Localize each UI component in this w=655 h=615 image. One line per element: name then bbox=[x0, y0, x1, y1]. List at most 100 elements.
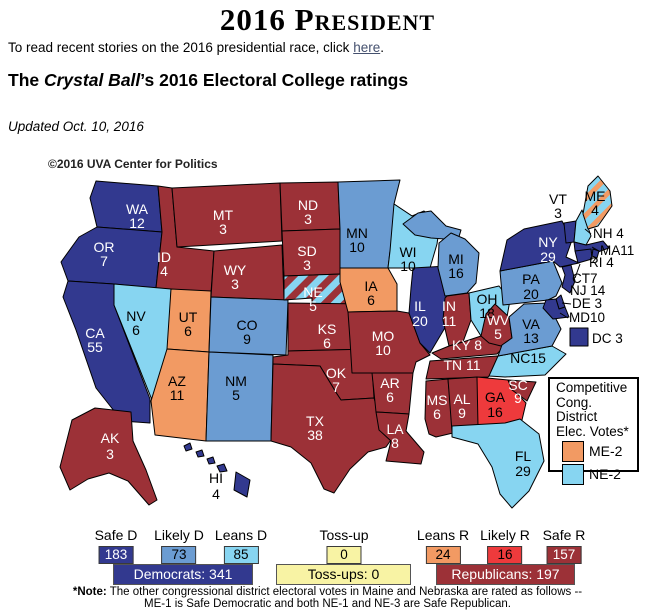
state-HI-island-4 bbox=[216, 463, 228, 473]
state-label-SD: SD 3 bbox=[297, 243, 316, 273]
state-label-GA: GA 16 bbox=[485, 389, 506, 420]
state-AK bbox=[59, 407, 158, 506]
corridor-label-ma: MA11 bbox=[600, 243, 634, 258]
state-label-MO: MO 10 bbox=[372, 328, 395, 358]
state-NY bbox=[499, 220, 580, 272]
legend-leans-d: Leans D 85 bbox=[215, 527, 267, 564]
corridor-label-ct: CT7 bbox=[572, 271, 598, 286]
state-label-ME: ME 4 bbox=[585, 188, 606, 218]
state-CT bbox=[574, 248, 593, 264]
state-label-SC: SC 9 bbox=[508, 377, 527, 406]
state-label-MT: MT 3 bbox=[213, 207, 234, 237]
footnote-line1: *Note: The other congressional district … bbox=[0, 586, 655, 599]
corridor-label-nj: NJ 14 bbox=[570, 283, 606, 298]
state-label-AR: AR 6 bbox=[380, 375, 399, 405]
footnote: *Note: The other congressional district … bbox=[0, 586, 655, 610]
legend-leans-r-label: Leans R bbox=[416, 527, 470, 543]
leader-ct bbox=[574, 263, 581, 279]
legend-tossup-value: 0 bbox=[326, 546, 362, 564]
state-label-NE: NE 5 bbox=[303, 284, 322, 314]
state-label-UT: UT 6 bbox=[179, 309, 198, 339]
state-MI bbox=[437, 232, 480, 297]
intro-prefix: To read recent stories on the 2016 presi… bbox=[8, 40, 354, 55]
legend-likely-r: Likely R 16 bbox=[480, 527, 530, 564]
state-OR bbox=[60, 226, 163, 289]
state-AZ bbox=[150, 348, 210, 442]
page-title: 2016 President bbox=[219, 2, 436, 37]
leader-ri bbox=[591, 257, 597, 264]
competitive-district-box: Competitive Cong. District Elec. Votes* … bbox=[548, 377, 639, 485]
state-MI-upper bbox=[402, 210, 462, 241]
corridor-label-dc: DC 3 bbox=[592, 331, 623, 346]
republicans-total-bar: Republicans: 197 bbox=[436, 564, 575, 585]
legend-likely-r-label: Likely R bbox=[480, 527, 530, 543]
state-ME bbox=[582, 175, 613, 230]
compbox-title-line3: Elec. Votes* bbox=[556, 423, 629, 439]
ne2-swatch bbox=[562, 464, 584, 485]
legend-safe-r: Safe R 157 bbox=[542, 527, 586, 564]
legend-safe-d-value: 183 bbox=[98, 546, 134, 564]
intro-suffix: . bbox=[380, 40, 384, 55]
heading-suffix: ’s 2016 Electoral College ratings bbox=[140, 70, 409, 90]
state-label-IA: IA 6 bbox=[364, 278, 378, 308]
state-label-ND: ND 3 bbox=[298, 197, 318, 227]
state-label-NY: NY 29 bbox=[538, 234, 558, 265]
leader-ma bbox=[591, 246, 600, 252]
state-FL bbox=[451, 418, 545, 509]
state-label-TX: TX 38 bbox=[306, 413, 325, 443]
corridor-label-md: MD10 bbox=[569, 310, 605, 325]
me2-label: ME-2 bbox=[589, 443, 623, 460]
state-label-AZ: AZ 11 bbox=[168, 373, 186, 403]
state-label-OK: OK 7 bbox=[326, 365, 347, 395]
state-label-ID: ID 4 bbox=[157, 249, 171, 279]
corridor-label-de: DE 3 bbox=[572, 296, 602, 311]
state-label-WY: WY 3 bbox=[224, 262, 247, 292]
tossups-total-bar: Toss-ups: 0 bbox=[276, 564, 411, 585]
state-label-IL: IL 20 bbox=[412, 298, 428, 329]
footnote-line1-text: The other congressional district elector… bbox=[106, 586, 583, 598]
leader-md bbox=[559, 312, 569, 319]
state-HI-island-3 bbox=[206, 456, 216, 465]
map-attribution: ©2016 UVA Center for Politics bbox=[48, 157, 218, 171]
state-MO bbox=[347, 310, 431, 374]
state-label-FL: FL 29 bbox=[515, 448, 532, 479]
state-label-NV: NV 6 bbox=[126, 308, 146, 338]
state-label-AL: AL 9 bbox=[453, 391, 470, 421]
state-label-WV: WV 5 bbox=[487, 312, 510, 342]
state-label-VT: VT 3 bbox=[549, 191, 567, 221]
here-link[interactable]: here bbox=[353, 40, 381, 55]
intro-text: To read recent stories on the 2016 presi… bbox=[8, 40, 384, 55]
updated-date: Updated Oct. 10, 2016 bbox=[8, 119, 144, 134]
state-label-MS: MS 6 bbox=[427, 392, 448, 422]
us-electoral-map: WA 12 OR 7 CA 55 ID 4 NV 6 UT 6 AZ 11 MT 3 WY 3 C… bbox=[59, 175, 634, 509]
legend-safe-d-label: Safe D bbox=[94, 527, 138, 543]
state-HI-island-5 bbox=[233, 471, 251, 498]
legend-safe-r-label: Safe R bbox=[542, 527, 586, 543]
state-label-CA: CA 55 bbox=[85, 325, 105, 355]
state-label-CO: CO 9 bbox=[237, 317, 258, 347]
state-label-LA: LA 8 bbox=[386, 421, 404, 451]
state-label-HI: HI 4 bbox=[209, 470, 223, 502]
footnote-line2: ME-1 is Safe Democratic and both NE-1 an… bbox=[144, 597, 511, 610]
me2-swatch bbox=[562, 441, 584, 462]
legend-leans-r-value: 24 bbox=[425, 546, 461, 564]
state-label-VA: VA 13 bbox=[522, 316, 540, 346]
legend-leans-r: Leans R 24 bbox=[417, 527, 469, 564]
section-heading: The Crystal Ball’s 2016 Electoral Colleg… bbox=[8, 70, 408, 91]
state-LA bbox=[375, 411, 425, 465]
legend-likely-r-value: 16 bbox=[487, 546, 523, 564]
legend-likely-d-label: Likely D bbox=[154, 527, 204, 543]
legend-likely-d: Likely D 73 bbox=[154, 527, 204, 564]
state-label-KS: KS 6 bbox=[318, 321, 337, 351]
legend-safe-d: Safe D 183 bbox=[94, 527, 138, 564]
corridor-label-ri: RI 4 bbox=[589, 255, 614, 270]
compbox-title-line2: Cong. District bbox=[556, 394, 598, 424]
state-label-OH: OH 18 bbox=[477, 291, 498, 321]
state-label-AK: AK 3 bbox=[101, 430, 120, 462]
legend-leans-d-label: Leans D bbox=[214, 527, 268, 543]
legend-leans-d-value: 85 bbox=[223, 546, 259, 564]
heading-prefix: The bbox=[8, 70, 44, 90]
state-HI-island-2 bbox=[195, 449, 205, 458]
state-NH bbox=[573, 209, 592, 246]
